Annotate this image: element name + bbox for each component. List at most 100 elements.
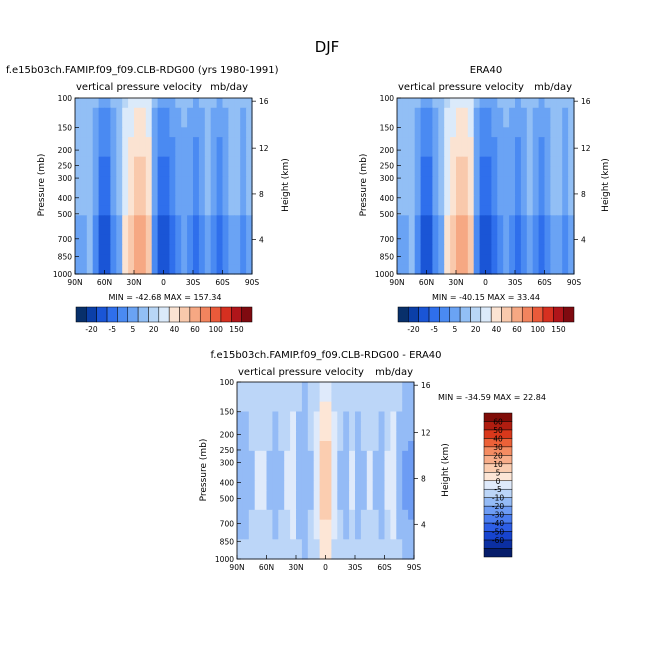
heatmap-cell <box>384 382 391 393</box>
heatmap-cell <box>544 244 551 256</box>
heatmap-cell <box>544 166 551 177</box>
heatmap-cell <box>378 539 386 550</box>
heatmap-cell <box>538 205 546 216</box>
y-tick-label: 300 <box>58 174 73 183</box>
heatmap-cell <box>467 166 475 177</box>
heatmap-cell <box>402 137 410 148</box>
heatmap-cell <box>396 401 403 413</box>
heatmap-cell <box>432 137 439 148</box>
colorbar-label: -20 <box>407 325 419 334</box>
heatmap-cell <box>210 166 218 177</box>
heatmap-cell <box>290 391 297 403</box>
colorbar-label: 20 <box>149 325 159 334</box>
heatmap-cell <box>157 137 165 148</box>
heatmap-cell <box>234 166 241 177</box>
colorbar-swatch <box>418 306 430 323</box>
heatmap-cell <box>98 225 106 236</box>
heatmap-cell <box>479 127 487 138</box>
heatmap-cell <box>444 176 451 187</box>
heatmap-cell <box>75 186 82 197</box>
heatmap-cell <box>515 137 522 148</box>
heatmap-cell <box>296 382 303 393</box>
heatmap-cell <box>240 215 247 226</box>
heatmap-cell <box>390 549 397 560</box>
heatmap-cell <box>216 166 224 177</box>
heatmap-cell <box>408 107 416 119</box>
heatmap-cell <box>139 225 147 236</box>
heatmap-cell <box>278 411 285 422</box>
heatmap-cell <box>456 215 463 226</box>
heatmap-cell <box>254 391 262 403</box>
heatmap-cell <box>556 234 563 246</box>
heatmap-cell <box>331 411 338 422</box>
heatmap-cell <box>181 137 188 148</box>
heatmap-cell <box>139 137 147 148</box>
heatmap-cell <box>360 490 368 501</box>
heatmap-cell <box>479 195 487 207</box>
heatmap-cell <box>92 234 100 246</box>
heatmap-field <box>236 381 415 560</box>
heatmap-cell <box>479 107 487 119</box>
colorbar-swatch <box>189 306 201 323</box>
heatmap-cell <box>343 519 350 531</box>
heatmap-cell <box>562 225 569 236</box>
heatmap-cell <box>450 98 457 109</box>
heatmap-cell <box>491 195 498 207</box>
colorbar-label: -5 <box>108 325 116 334</box>
heatmap-cell <box>491 137 498 148</box>
y2-tick-label: 16 <box>259 97 269 106</box>
heatmap-cell <box>461 146 469 158</box>
heatmap-cell <box>550 156 557 168</box>
heatmap-cell <box>116 137 123 148</box>
heatmap-cell <box>319 391 327 403</box>
heatmap-cell <box>122 195 129 207</box>
heatmap-cell <box>248 529 256 540</box>
heatmap-cell <box>402 539 409 550</box>
panel-title: f.e15b03ch.FAMIP.f09_f09.CLB-RDG00 (yrs … <box>6 65 279 76</box>
heatmap-cell <box>169 195 176 207</box>
y2-tick-label: 4 <box>421 520 426 529</box>
colorbar-label: 100 <box>209 325 224 334</box>
heatmap-cell <box>175 254 182 265</box>
colorbar-swatch <box>168 306 180 323</box>
heatmap-cell <box>278 460 285 472</box>
heatmap-cell <box>378 529 386 540</box>
heatmap-cell <box>157 146 165 158</box>
heatmap-cell <box>193 234 200 246</box>
heatmap-cell <box>157 244 165 256</box>
heatmap-cell <box>80 117 88 128</box>
heatmap-cell <box>313 450 321 462</box>
colorbar-label: -20 <box>85 325 97 334</box>
heatmap-cell <box>284 450 291 462</box>
heatmap-cell <box>187 107 194 119</box>
colorbar-label: 0 <box>496 477 501 486</box>
heatmap-cell <box>222 146 229 158</box>
heatmap-cell <box>169 244 176 256</box>
heatmap-cell <box>426 244 433 256</box>
heatmap-cell <box>254 480 262 491</box>
heatmap-cell <box>349 480 356 491</box>
stats-label: MIN = -40.15 MAX = 33.44 <box>432 293 540 302</box>
heatmap-cell <box>75 215 82 226</box>
heatmap-cell <box>526 146 534 158</box>
heatmap-cell <box>331 490 338 501</box>
heatmap-cell <box>556 215 563 226</box>
heatmap-cell <box>237 549 244 560</box>
heatmap-cell <box>532 107 540 119</box>
heatmap-cell <box>450 166 457 177</box>
heatmap-cell <box>378 509 386 521</box>
heatmap-cell <box>402 401 409 413</box>
heatmap-cell <box>254 549 262 560</box>
heatmap-cell <box>163 264 170 275</box>
heatmap-cell <box>122 107 129 119</box>
y-tick-label: 100 <box>58 94 73 103</box>
heatmap-cell <box>568 98 575 109</box>
heatmap-cell <box>290 500 297 511</box>
heatmap-cell <box>414 186 422 197</box>
y-tick-label: 500 <box>380 210 395 219</box>
heatmap-cell <box>98 98 106 109</box>
heatmap-cell <box>485 244 492 256</box>
heatmap-cell <box>86 137 94 148</box>
heatmap-cell <box>254 431 262 442</box>
heatmap-cell <box>234 98 241 109</box>
